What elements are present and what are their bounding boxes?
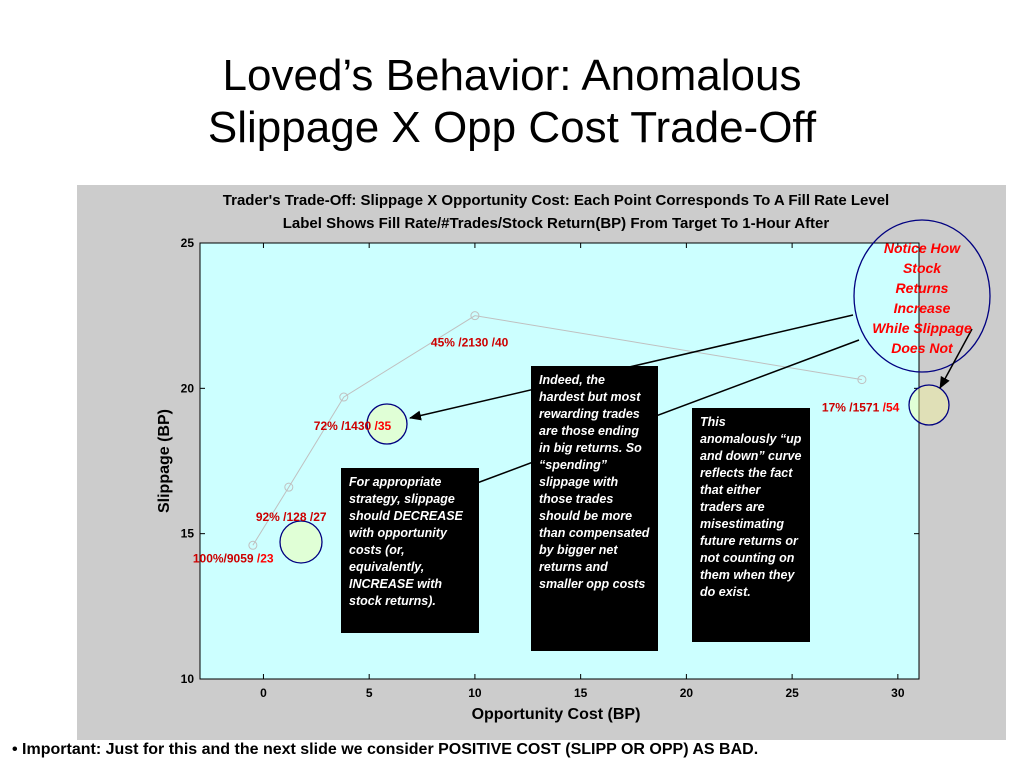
y-tick-label: 10 xyxy=(181,672,195,686)
data-label: 92% /128 /27 xyxy=(256,510,327,524)
data-point xyxy=(284,482,294,492)
y-tick-label: 15 xyxy=(181,527,195,541)
data-label-main: 45% /2130 xyxy=(431,336,492,350)
x-tick-label: 5 xyxy=(366,686,373,700)
data-label-return: /35 xyxy=(375,419,392,433)
data-point xyxy=(248,540,258,550)
chart-title-line-1: Trader's Trade-Off: Slippage X Opportuni… xyxy=(223,192,889,209)
slide-title-line-1: Loved’s Behavior: Anomalous xyxy=(222,51,802,100)
data-label-main: 17% /1571 xyxy=(822,401,883,415)
footnote: • Important: Just for this and the next … xyxy=(12,741,759,758)
highlight-circle-54 xyxy=(908,384,950,426)
x-tick-label: 15 xyxy=(574,686,588,700)
slide-title: Loved’s Behavior: Anomalous Slippage X O… xyxy=(0,50,1024,154)
data-label: 100%/9059 /23 xyxy=(193,551,274,565)
x-axis-label: Opportunity Cost (BP) xyxy=(472,706,641,723)
indeed-textbox: Indeed, the hardest but most rewarding t… xyxy=(531,366,658,651)
strategy-textbox: For appropriate strategy, slippage shoul… xyxy=(341,468,479,633)
data-label: 17% /1571 /54 xyxy=(822,401,900,415)
highlight-circle-35 xyxy=(366,403,408,445)
data-series-line xyxy=(252,315,862,546)
y-axis-label: Slippage (BP) xyxy=(156,409,173,513)
data-point xyxy=(470,311,480,321)
data-label: 45% /2130 /40 xyxy=(431,336,509,350)
highlight-circle-23 xyxy=(279,520,323,564)
slide-title-line-2: Slippage X Opp Cost Trade-Off xyxy=(207,103,817,152)
data-point xyxy=(857,375,867,385)
data-label-main: 100%/9059 xyxy=(193,551,257,565)
data-point xyxy=(339,392,349,402)
data-label: 72% /1430 /35 xyxy=(314,419,392,433)
axis-ticks: 0 5 10 15 20 25 30 10 15 20 25 xyxy=(181,236,919,700)
anomalous-textbox: This anomalously “up and down” curve ref… xyxy=(692,408,810,642)
data-label-return: /23 xyxy=(257,551,274,565)
x-tick-label: 30 xyxy=(891,686,905,700)
data-label-main: 92% /128 xyxy=(256,510,310,524)
data-points xyxy=(248,311,867,550)
y-tick-label: 25 xyxy=(181,236,195,250)
data-label-main: 72% /1430 xyxy=(314,419,375,433)
arrow-from-notice-to-54 xyxy=(939,328,973,389)
x-tick-label: 0 xyxy=(260,686,267,700)
notice-ellipse xyxy=(853,219,991,373)
data-label-return: /40 xyxy=(492,336,509,350)
y-tick-label: 20 xyxy=(181,381,195,395)
chart-title-line-2: Label Shows Fill Rate/#Trades/Stock Retu… xyxy=(283,215,830,232)
x-tick-label: 20 xyxy=(680,686,694,700)
data-label-return: /27 xyxy=(310,510,327,524)
data-label-return: /54 xyxy=(883,401,900,415)
data-labels: 100%/9059 /23 92% /128 /27 72% /1430 /35 45… xyxy=(193,336,900,566)
x-tick-label: 10 xyxy=(468,686,482,700)
x-tick-label: 25 xyxy=(785,686,799,700)
notice-callout-text: Notice How Stock Returns Increase While … xyxy=(872,240,972,356)
